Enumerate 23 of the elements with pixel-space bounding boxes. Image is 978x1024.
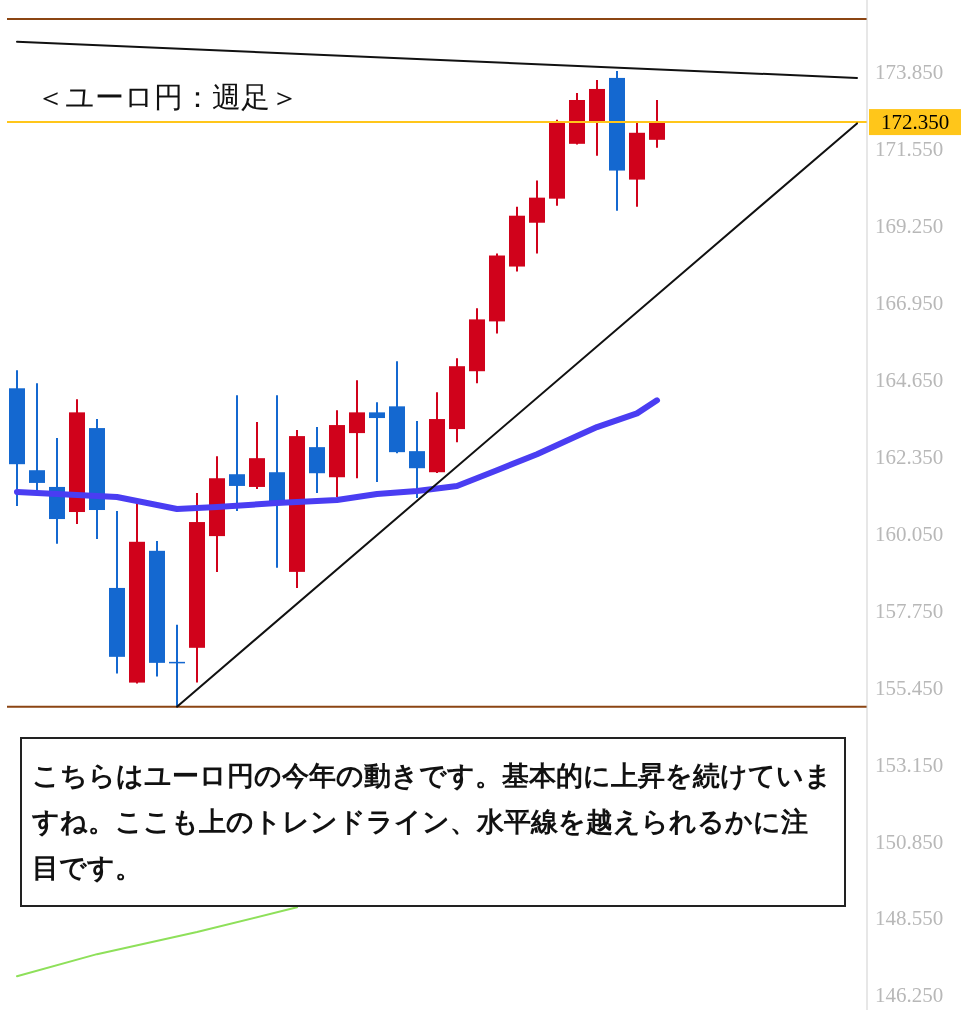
y-tick-label: 155.450 [875, 675, 944, 700]
y-tick-label: 146.250 [875, 983, 944, 1008]
ref-line-label: 172.350 [880, 110, 950, 135]
y-tick-label: 157.750 [875, 598, 944, 623]
y-tick-label: 160.050 [875, 521, 944, 546]
candlestick [349, 379, 365, 480]
line-series [16, 906, 298, 978]
candlestick [229, 394, 245, 513]
candlestick [409, 420, 425, 499]
y-tick-label: 164.650 [875, 368, 944, 393]
y-tick-label: 148.550 [875, 906, 944, 931]
y-tick-label: 162.350 [875, 444, 944, 469]
candlestick [369, 401, 385, 483]
y-tick-label: 150.850 [875, 829, 944, 854]
y-tick-label: 171.550 [875, 137, 944, 162]
candlestick [649, 99, 665, 149]
y-tick-label: 153.150 [875, 752, 944, 777]
text: ＜ユーロ円：週足＞ [36, 80, 299, 115]
annotation: こちらはユーロ円の今年の動きです。基本的に上昇を続けていますね。ここも上のトレンドライン、水平線を越えられるかに注目です。 [20, 737, 846, 907]
candlestick [29, 382, 45, 491]
y-tick-label: 166.950 [875, 291, 944, 316]
y-tick-label: 173.850 [875, 60, 944, 85]
y-tick-label: 169.250 [875, 214, 944, 239]
